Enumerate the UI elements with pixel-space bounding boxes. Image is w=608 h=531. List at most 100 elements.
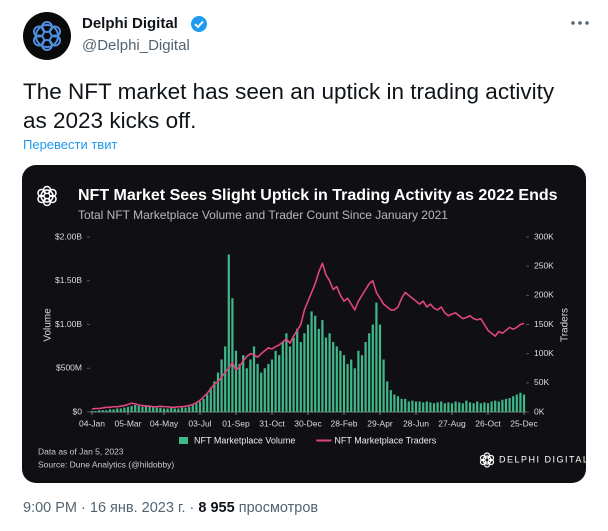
view-count: 8 955	[198, 500, 235, 516]
bar	[360, 355, 364, 412]
x-tick-label: 04-May	[150, 418, 179, 428]
bar	[270, 359, 274, 412]
bar	[519, 392, 522, 412]
bar	[177, 408, 180, 412]
bar	[382, 359, 385, 412]
bar	[501, 399, 504, 412]
chart-subtitle: Total NFT Marketplace Volume and Trader …	[78, 208, 448, 222]
bar	[249, 359, 252, 412]
bar	[371, 324, 374, 412]
bar	[227, 254, 230, 412]
bar	[112, 409, 115, 412]
bar	[346, 363, 349, 412]
bar	[353, 368, 356, 412]
bar	[324, 337, 328, 412]
bar	[328, 333, 331, 412]
bar	[126, 406, 130, 412]
bar	[141, 406, 144, 412]
bar	[159, 407, 162, 412]
x-tick-label: 30-Dec	[294, 418, 322, 428]
bar	[198, 401, 202, 412]
bar	[414, 401, 418, 412]
bar	[396, 396, 400, 412]
bar	[242, 355, 245, 412]
bar	[101, 410, 104, 412]
bar	[252, 346, 256, 412]
bar	[130, 405, 133, 412]
x-tick-label: 28-Jun	[403, 418, 429, 428]
bar	[105, 410, 108, 412]
more-button[interactable]	[570, 18, 590, 28]
avatar-logo	[33, 21, 61, 51]
y-tick-label: $2.00B	[55, 231, 82, 241]
y2-tick-label: 0K	[534, 406, 545, 416]
bar	[494, 400, 497, 412]
bar	[483, 402, 486, 412]
title-logo	[37, 185, 57, 207]
bar	[180, 407, 184, 412]
bar	[411, 400, 414, 412]
x-tick-label: 04-Jan	[79, 418, 105, 428]
x-tick-label: 28-Feb	[331, 418, 358, 428]
bar	[468, 402, 472, 412]
tweet-meta: 9:00 PM · 16 янв. 2023 г. · 8 955 просмо…	[23, 500, 319, 516]
bar	[256, 363, 259, 412]
bar	[285, 333, 288, 412]
y2-tick-label: 300K	[534, 231, 554, 241]
bar	[162, 408, 166, 412]
bar	[148, 405, 151, 412]
bar	[314, 315, 317, 412]
bar	[231, 298, 234, 412]
bar	[184, 407, 187, 412]
bar	[170, 407, 173, 412]
trader-line	[91, 262, 525, 410]
translate-link[interactable]: Перевести твит	[23, 137, 118, 152]
bar	[288, 346, 292, 412]
x-tick-label: 05-Mar	[115, 418, 142, 428]
y-tick-label: $0	[73, 406, 83, 416]
bar	[389, 390, 392, 412]
bar	[458, 402, 461, 412]
chart-title: NFT Market Sees Slight Uptick in Trading…	[78, 187, 558, 204]
author-handle[interactable]: @Delphi_Digital	[82, 37, 190, 54]
bar	[195, 403, 198, 412]
bar	[245, 368, 248, 412]
bar	[490, 401, 493, 412]
bar	[278, 355, 281, 412]
bar	[292, 337, 295, 412]
bar	[357, 350, 360, 412]
bar	[393, 394, 396, 412]
bar	[443, 403, 446, 412]
bar	[497, 401, 500, 412]
bar	[432, 403, 436, 412]
bar	[206, 394, 209, 412]
bar	[216, 372, 220, 412]
bar	[94, 411, 97, 412]
bar	[440, 401, 443, 412]
bar	[461, 403, 464, 412]
bar	[90, 411, 94, 412]
bar	[224, 346, 227, 412]
author-name[interactable]: Delphi Digital	[82, 15, 178, 32]
bar	[400, 398, 403, 412]
bar	[119, 408, 122, 412]
chart-image[interactable]: NFT Market Sees Slight Uptick in Trading…	[22, 165, 586, 483]
brand: DELPHI DIGITAL	[499, 454, 586, 464]
brand-logo	[479, 452, 495, 468]
avatar[interactable]	[23, 12, 71, 60]
bar	[504, 398, 508, 412]
y2-tick-label: 250K	[534, 260, 554, 270]
bar	[465, 400, 468, 412]
bar	[137, 405, 140, 412]
bar	[429, 402, 432, 412]
bar	[134, 405, 137, 412]
bar	[317, 328, 320, 412]
bar	[267, 363, 270, 412]
legend-swatch	[179, 437, 188, 444]
bar	[116, 408, 119, 412]
bar	[515, 394, 518, 412]
bar	[123, 407, 126, 412]
bar	[274, 350, 277, 412]
bar	[260, 372, 263, 412]
